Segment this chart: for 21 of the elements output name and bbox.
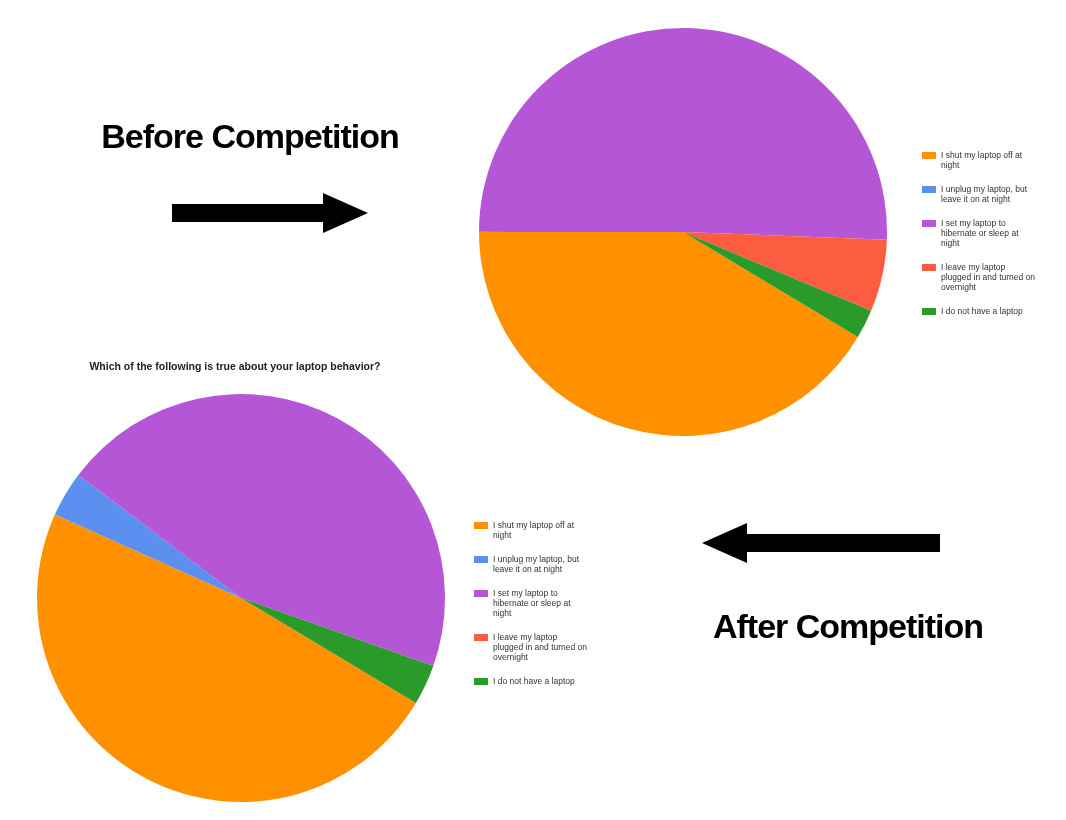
pie-slice [479, 28, 887, 240]
legend-label: I leave my laptop plugged in and turned on overnight [493, 632, 588, 662]
pie-slice [683, 232, 887, 311]
pie-slice [241, 598, 434, 704]
pie-slice [78, 394, 445, 667]
legend-label: I unplug my laptop, but leave it on at night [493, 554, 580, 574]
legend-label: I set my laptop to hibernate or sleep at night [493, 588, 572, 618]
text: After Competition [712, 607, 984, 645]
legend-label: I set my laptop to hibernate or sleep at night [941, 218, 1020, 248]
pie-slice [37, 514, 416, 802]
legend-label: I leave my laptop plugged in and turned on overnight [941, 262, 1036, 292]
legend-label: I unplug my laptop, but leave it on at night [941, 184, 1028, 204]
pie-slice [683, 232, 872, 338]
legend-label: I shut my laptop off at night [941, 150, 1023, 170]
legend-label: I do not have a laptop [493, 676, 576, 686]
chart-subtitle: Which of the following is true about your laptop behavior? [89, 360, 381, 372]
pie-slice [479, 231, 858, 436]
text: Before Competition [101, 117, 399, 155]
legend-label: I do not have a laptop [941, 306, 1024, 316]
legend-label: I shut my laptop off at night [493, 520, 575, 540]
pie-slice [54, 474, 241, 598]
